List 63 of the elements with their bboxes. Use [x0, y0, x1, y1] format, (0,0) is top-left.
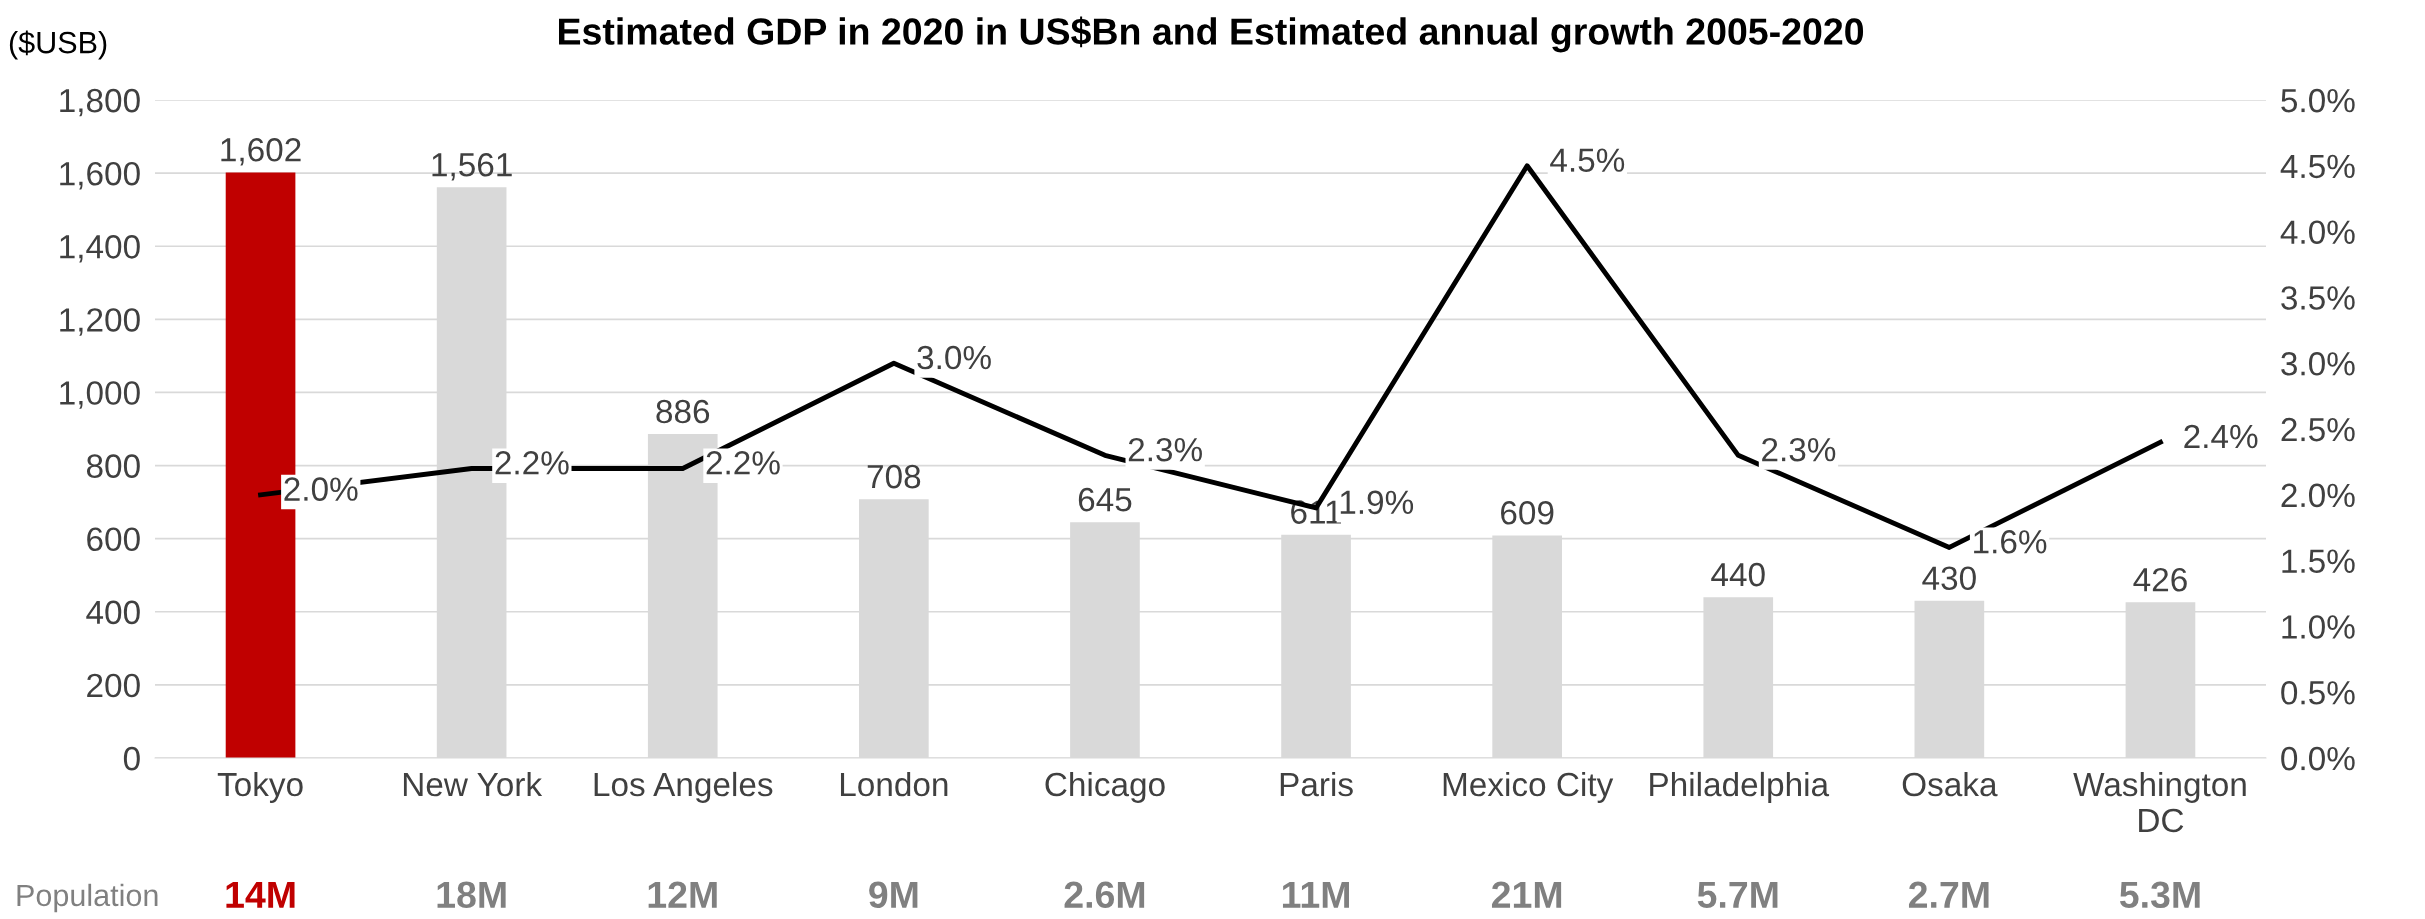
- x-tick-label: Tokyo: [217, 771, 303, 803]
- chart-title: Estimated GDP in 2020 in US$Bn and Estimated annual growth 2005-2020: [559, 16, 1864, 53]
- text: 11M: [1282, 881, 1349, 908]
- text: 14M: [226, 881, 295, 908]
- data-label: 430: [1922, 566, 1976, 591]
- y2-tick-label: 4.0%: [2280, 220, 2355, 245]
- x-tick-label: New York: [403, 771, 543, 797]
- y-tick-label: 1,800: [60, 88, 140, 117]
- y2-tick-label: 5.0%: [2281, 88, 2355, 113]
- text: Population: [17, 883, 158, 913]
- data-label: 645: [1078, 487, 1132, 512]
- data-label: 708: [867, 464, 921, 489]
- data-label: 886: [656, 399, 710, 424]
- y2-tick-label: 2.5%: [2281, 417, 2355, 442]
- y-tick-label: 800: [86, 454, 140, 478]
- y2-tick-label: 1.0%: [2282, 615, 2355, 639]
- y-tick-label: 1,600: [60, 161, 140, 190]
- y-tick-label: 1,000: [60, 381, 140, 409]
- text: 12M: [648, 881, 717, 908]
- text: 21M: [1491, 881, 1562, 908]
- data-label: 2.0%: [284, 477, 358, 501]
- data-label: 1.6%: [1974, 530, 2047, 554]
- y2-tick-label: 0.0%: [2281, 746, 2355, 771]
- data-label: 2.2%: [706, 451, 780, 475]
- y2-tick-label: 3.5%: [2281, 286, 2355, 310]
- y2-tick-label: 1.5%: [2282, 549, 2355, 574]
- y-tick-label: 200: [87, 673, 140, 698]
- x-tick-label: Washington DC: [2073, 771, 2246, 833]
- data-label: 440: [1711, 562, 1765, 587]
- data-label: 4.5%: [1550, 148, 1625, 172]
- data-label: 1,561: [432, 153, 512, 181]
- y2-tick-label: 3.0%: [2281, 352, 2355, 376]
- data-label: 1,602: [221, 138, 301, 166]
- data-label: 1.9%: [1340, 490, 1414, 515]
- data-label: 3.0%: [917, 345, 991, 370]
- data-label: 2.4%: [2184, 424, 2258, 449]
- data-label: 2.3%: [1762, 437, 1836, 462]
- y-tick-label: 400: [86, 600, 140, 625]
- text: 9M: [869, 881, 918, 909]
- y-tick-label: 1,200: [60, 308, 140, 336]
- x-tick-label: Paris: [1280, 771, 1353, 797]
- y-tick-label: 1,400: [60, 235, 140, 263]
- data-label: 2.3%: [1128, 437, 1202, 462]
- y2-tick-label: 2.0%: [2281, 483, 2355, 508]
- x-tick-label: London: [840, 771, 948, 797]
- y2-tick-label: 0.5%: [2281, 681, 2355, 705]
- text: 5.3M: [2119, 881, 2200, 909]
- x-tick-label: Mexico City: [1443, 771, 1614, 803]
- data-label: 426: [2133, 567, 2187, 592]
- x-tick-label: Chicago: [1045, 771, 1165, 803]
- text: 5.7M: [1697, 881, 1778, 909]
- x-tick-label: Osaka: [1902, 771, 1998, 797]
- x-tick-label: Philadelphia: [1650, 771, 1830, 803]
- y2-tick-label: 4.5%: [2280, 154, 2355, 179]
- data-label: 2.2%: [495, 451, 569, 475]
- text: 2.6M: [1064, 881, 1145, 909]
- y-tick-label: 600: [87, 527, 140, 552]
- x-tick-label: Los Angeles: [594, 771, 773, 803]
- text: 18M: [437, 881, 506, 909]
- y-tick-label: 0: [123, 746, 140, 771]
- text: 2.7M: [1908, 881, 1989, 908]
- data-label: 609: [1501, 501, 1554, 525]
- y-axis-title: ($USB): [9, 30, 107, 60]
